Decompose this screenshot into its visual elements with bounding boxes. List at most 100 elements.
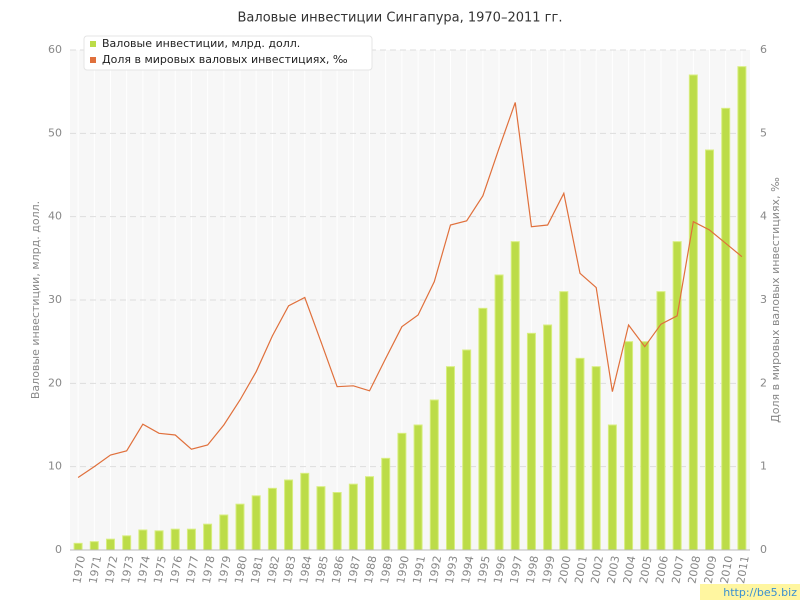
bar [332, 492, 342, 551]
bar [219, 514, 229, 551]
x-tick-label: 1991 [410, 555, 428, 585]
x-tick-label: 1974 [135, 555, 153, 585]
bar [559, 291, 569, 551]
x-tick-label: 2002 [588, 555, 606, 585]
bar [737, 66, 747, 551]
x-tick-label: 2005 [637, 555, 655, 585]
x-tick-label: 2001 [572, 555, 590, 585]
x-tick-label: 2007 [669, 555, 687, 585]
x-tick-label: 2010 [718, 555, 736, 585]
x-tick-label: 1984 [297, 555, 315, 585]
y-tick-label: 40 [48, 210, 62, 223]
x-tick-label: 1981 [248, 555, 266, 585]
bar [688, 74, 698, 551]
bar [138, 529, 148, 551]
x-tick-label: 2011 [734, 555, 752, 585]
x-tick-label: 1999 [540, 555, 558, 585]
x-tick-label: 1977 [184, 555, 202, 585]
x-tick-label: 2003 [605, 555, 623, 585]
x-tick-label: 1989 [378, 555, 396, 585]
bar [105, 538, 115, 551]
bar [445, 366, 455, 551]
y2-tick-label: 6 [760, 43, 767, 56]
bar [316, 486, 326, 551]
x-tick-label: 1990 [394, 555, 412, 585]
bar [413, 424, 423, 551]
bar [656, 291, 666, 551]
x-tick-label: 1996 [491, 555, 509, 585]
x-tick-label: 1998 [524, 555, 542, 585]
bar [705, 149, 715, 551]
x-tick-label: 1978 [200, 555, 218, 585]
watermark-bg [700, 584, 800, 600]
x-tick-label: 1971 [87, 555, 105, 585]
x-tick-label: 1970 [70, 555, 88, 585]
bar [721, 107, 731, 551]
bar [462, 349, 472, 551]
bar [607, 424, 617, 551]
bar [186, 528, 196, 551]
x-tick-label: 1987 [346, 555, 364, 585]
watermark: http://be5.biz [723, 586, 797, 599]
legend-label: Валовые инвестиции, млрд. долл. [102, 37, 300, 50]
x-tick-label: 2004 [621, 555, 639, 585]
line [77, 102, 743, 478]
bar [397, 432, 407, 551]
y2-tick-label: 1 [760, 460, 767, 473]
y-tick-label: 10 [48, 460, 62, 473]
legend-swatch [90, 41, 96, 47]
x-tick-label: 1982 [265, 555, 283, 585]
x-tick-label: 1986 [329, 555, 347, 585]
bar [365, 476, 375, 551]
y2-tick-label: 5 [760, 126, 767, 139]
y-tick-label: 50 [48, 126, 62, 139]
x-tick-label: 2006 [653, 555, 671, 585]
y-tick-label: 60 [48, 43, 62, 56]
bar [575, 357, 585, 551]
bar [267, 487, 277, 551]
bar [494, 274, 504, 551]
legend-swatch [90, 57, 96, 63]
x-tick-label: 2000 [556, 555, 574, 585]
bar [203, 523, 213, 551]
x-tick-label: 1992 [427, 555, 445, 585]
x-tick-label: 2009 [702, 555, 720, 585]
x-tick-label: 1973 [119, 555, 137, 585]
bar [154, 530, 164, 551]
bar [510, 241, 520, 551]
x-tick-label: 1988 [362, 555, 380, 585]
y-tick-label: 0 [55, 543, 62, 556]
x-tick-label: 1985 [313, 555, 331, 585]
x-tick-label: 1983 [281, 555, 299, 585]
bar [348, 483, 358, 551]
bar [526, 332, 536, 551]
bar [543, 324, 553, 551]
x-tick-label: 1976 [167, 555, 185, 585]
bar [73, 542, 83, 551]
bar [429, 399, 439, 551]
y2-tick-label: 4 [760, 210, 767, 223]
bar [235, 503, 245, 551]
bar [122, 535, 132, 551]
y-axis-label: Валовые инвестиции, млрд. долл. [29, 201, 42, 399]
y2-tick-label: 3 [760, 293, 767, 306]
bar [591, 366, 601, 551]
x-tick-label: 1997 [507, 555, 525, 585]
bar [284, 479, 294, 551]
x-tick-label: 1980 [232, 555, 250, 585]
bar [478, 307, 488, 551]
y2-tick-label: 2 [760, 376, 767, 389]
y2-tick-label: 0 [760, 543, 767, 556]
bar [672, 241, 682, 551]
x-tick-label: 1975 [151, 555, 169, 585]
bar [640, 341, 650, 551]
y-tick-label: 30 [48, 293, 62, 306]
bar [89, 541, 99, 551]
bar [170, 528, 180, 551]
x-tick-label: 1972 [103, 555, 121, 585]
x-tick-label: 1994 [459, 555, 477, 585]
legend-label: Доля в мировых валовых инвестициях, ‰ [102, 53, 348, 66]
x-tick-label: 1995 [475, 555, 493, 585]
bar [300, 472, 310, 551]
